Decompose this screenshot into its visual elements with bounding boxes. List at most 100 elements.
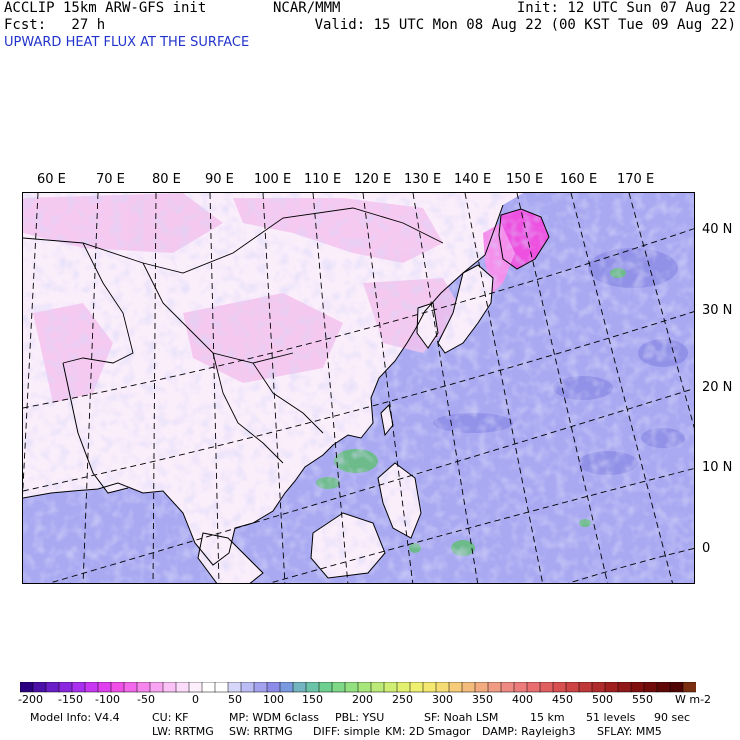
footer-levels: 51 levels (586, 711, 636, 724)
lat-label: 10 N (702, 460, 733, 475)
colorbar-swatch (487, 682, 502, 693)
footer-model-info: Model Info: V4.4 (30, 711, 120, 724)
colorbar-swatch (448, 682, 463, 693)
coastlines (23, 204, 550, 583)
colorbar-swatch (682, 682, 696, 693)
colorbar-swatch (149, 682, 164, 693)
colorbar-swatch (279, 682, 294, 693)
lon-label: 60 E (37, 172, 66, 187)
colorbar-swatch (461, 682, 476, 693)
colorbar-swatch (500, 682, 515, 693)
colorbar-label: 400 (512, 693, 533, 706)
colorbar-label: -50 (137, 693, 155, 706)
colorbar-swatch (227, 682, 242, 693)
lat-label: 30 N (702, 303, 733, 318)
colorbar-swatch (669, 682, 684, 693)
footer-pbl: PBL: YSU (335, 711, 385, 724)
colorbar-swatch (630, 682, 645, 693)
colorbar-unit: W m-2 (675, 693, 712, 706)
footer-timestep: 90 sec (654, 711, 691, 724)
colorbar-label: 300 (432, 693, 453, 706)
colorbar-swatch (552, 682, 567, 693)
colorbar-swatch (201, 682, 216, 693)
colorbar-swatch (331, 682, 346, 693)
lon-label: 90 E (205, 172, 234, 187)
colorbar-swatch (422, 682, 437, 693)
lon-label: 150 E (506, 172, 544, 187)
colorbar-swatch (58, 682, 73, 693)
center-label: NCAR/MMM (273, 0, 341, 16)
colorbar-swatch (214, 682, 229, 693)
colorbar-label: 200 (352, 693, 373, 706)
colorbar-swatch (565, 682, 580, 693)
model-title: ACCLIP 15km ARW-GFS init (4, 0, 207, 16)
colorbar-swatch (97, 682, 112, 693)
field-title: UPWARD HEAT FLUX AT THE SURFACE (4, 35, 250, 50)
colorbar-swatch (604, 682, 619, 693)
footer-lw: LW: RRTMG (152, 725, 214, 738)
colorbar-label: 500 (592, 693, 613, 706)
footer-resolution: 15 km (530, 711, 565, 724)
forecast-hour: Fcst: 27 h (4, 17, 106, 33)
heat-flux-map (23, 193, 694, 583)
country-borders (23, 207, 444, 464)
colorbar-swatch (240, 682, 255, 693)
colorbar-swatch (578, 682, 593, 693)
lon-label: 140 E (454, 172, 492, 187)
colorbar-swatch (136, 682, 151, 693)
colorbar-label: 100 (263, 693, 284, 706)
colorbar-swatch (435, 682, 450, 693)
lon-label: 70 E (96, 172, 125, 187)
colorbar-label: 450 (552, 693, 573, 706)
lon-label: 80 E (152, 172, 181, 187)
colorbar-swatch (84, 682, 99, 693)
colorbar-swatch (292, 682, 307, 693)
colorbar-swatch (617, 682, 632, 693)
colorbar-swatch (32, 682, 47, 693)
lon-label: 160 E (560, 172, 598, 187)
lon-label: 100 E (254, 172, 292, 187)
footer-sw: SW: RRTMG (229, 725, 293, 738)
colorbar-swatch (266, 682, 281, 693)
colorbar-swatch (656, 682, 671, 693)
lat-label: 20 N (702, 380, 733, 395)
valid-time: Valid: 15 UTC Mon 08 Aug 22 (00 KST Tue … (314, 17, 736, 33)
colorbar-swatch (20, 682, 34, 693)
colorbar-swatch (344, 682, 359, 693)
colorbar-swatch (45, 682, 60, 693)
graticule (23, 193, 694, 583)
footer-mp: MP: WDM 6class (229, 711, 319, 724)
colorbar-swatch (409, 682, 424, 693)
colorbar-swatch (396, 682, 411, 693)
colorbar (20, 682, 696, 693)
footer-sf: SF: Noah LSM (424, 711, 499, 724)
colorbar-label: -200 (18, 693, 43, 706)
footer-sflay: SFLAY: MM5 (597, 725, 662, 738)
colorbar-swatch (513, 682, 528, 693)
colorbar-swatch (253, 682, 268, 693)
colorbar-label: 50 (228, 693, 242, 706)
colorbar-swatch (188, 682, 203, 693)
lon-label: 170 E (617, 172, 655, 187)
lat-label: 0 (702, 541, 711, 556)
colorbar-swatch (539, 682, 554, 693)
footer-diff: DIFF: simple (313, 725, 381, 738)
footer-cu: CU: KF (152, 711, 189, 724)
colorbar-swatch (526, 682, 541, 693)
footer-km: KM: 2D Smagor (385, 725, 471, 738)
colorbar-label: 150 (302, 693, 323, 706)
colorbar-swatch (175, 682, 190, 693)
colorbar-swatch (474, 682, 489, 693)
colorbar-swatch (370, 682, 385, 693)
colorbar-swatch (305, 682, 320, 693)
colorbar-label: 250 (392, 693, 413, 706)
lon-label: 120 E (354, 172, 392, 187)
colorbar-swatch (71, 682, 86, 693)
colorbar-swatch (162, 682, 177, 693)
init-time: Init: 12 UTC Sun 07 Aug 22 (516, 0, 736, 16)
colorbar-label: -150 (58, 693, 83, 706)
colorbar-swatch (643, 682, 658, 693)
colorbar-label: 350 (472, 693, 493, 706)
lon-label: 130 E (404, 172, 442, 187)
footer-damp: DAMP: Rayleigh3 (482, 725, 576, 738)
